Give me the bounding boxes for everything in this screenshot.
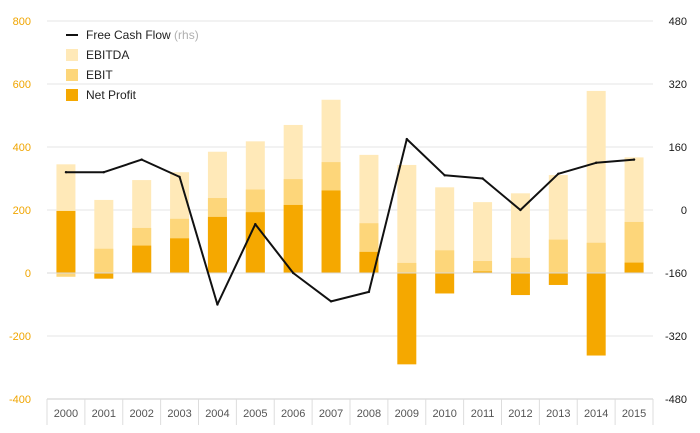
y-left-tick-label: 600 — [13, 79, 31, 91]
ebit-bar — [56, 273, 76, 277]
legend-label: EBIT — [86, 68, 113, 82]
fcf-line — [65, 138, 635, 306]
net-profit-bar — [586, 273, 606, 356]
x-tick-label: 2013 — [546, 408, 570, 420]
ebitda-bar — [510, 193, 530, 273]
fcf-point — [632, 158, 636, 161]
net-profit-bar — [435, 273, 455, 294]
ebit-bar — [473, 261, 493, 273]
ebit-bar — [397, 262, 417, 273]
x-tick-label: 2000 — [54, 408, 78, 420]
fcf-point — [405, 137, 409, 141]
y-left-tick-label: 0 — [25, 268, 31, 280]
legend-label: EBITDA — [86, 48, 129, 62]
fcf-point — [216, 303, 219, 306]
fcf-point — [594, 161, 598, 164]
x-tick-label: 2003 — [167, 408, 191, 420]
y-left-tick-label: 200 — [13, 205, 31, 217]
ebitda-bar — [586, 90, 606, 274]
y-right-tick-label: 160 — [669, 142, 687, 154]
fcf-point — [291, 271, 295, 275]
fcf-point — [140, 158, 143, 161]
fcf-point — [367, 290, 371, 294]
ebit-bar — [510, 257, 530, 273]
y-left-tick-label: 400 — [13, 142, 31, 154]
y-right-tick-label: -160 — [665, 268, 687, 280]
net-profit-bar — [56, 210, 76, 273]
net-profit-bar — [132, 245, 152, 273]
y-right-tick-label: -320 — [665, 331, 687, 343]
x-tick-label: 2012 — [508, 408, 532, 420]
x-tick-label: 2001 — [92, 408, 116, 420]
ebit-bar — [94, 248, 114, 273]
legend-swatch — [66, 89, 78, 101]
ebit-bar — [548, 239, 568, 273]
fcf-point — [178, 175, 181, 179]
left-axis: 800 600 400 200 0 -200 -400 — [9, 16, 31, 406]
x-tick-label: 2004 — [205, 408, 229, 420]
net-profit-bar — [207, 216, 227, 273]
net-profit-bar — [283, 204, 303, 273]
x-tick-label: 2009 — [395, 408, 419, 420]
x-tick-label: 2015 — [622, 408, 646, 420]
net-profit-bar — [245, 212, 265, 273]
y-left-tick-label: -200 — [9, 331, 31, 343]
net-profit-bar — [548, 273, 568, 285]
fcf-point — [102, 171, 106, 174]
y-left-tick-label: -400 — [9, 394, 31, 406]
x-tick-label: 2002 — [129, 408, 153, 420]
ebit-bar — [586, 242, 606, 273]
x-tick-label: 2014 — [584, 408, 608, 420]
legend-swatch — [66, 49, 78, 61]
x-tick-label: 2008 — [357, 408, 381, 420]
x-tick-label: 2011 — [471, 408, 495, 420]
y-right-tick-label: 480 — [669, 16, 687, 28]
legend-note: (rhs) — [171, 28, 199, 42]
y-right-tick-label: 0 — [681, 205, 687, 217]
net-profit-bar — [510, 273, 530, 296]
x-tick-label: 2005 — [243, 408, 267, 420]
y-left-tick-label: 800 — [13, 16, 31, 28]
x-tick-label: 2006 — [281, 408, 305, 420]
right-axis: 480 320 160 0 -160 -320 -480 — [665, 16, 687, 406]
x-tick-label: 2007 — [319, 408, 343, 420]
legend-label: Net Profit — [86, 88, 137, 102]
net-profit-bar — [624, 262, 644, 273]
legend: Free Cash Flow (rhs) EBITDA EBIT Net Profit — [66, 28, 199, 102]
net-profit-bar — [170, 238, 190, 273]
ebit-bar — [435, 250, 455, 273]
fcf-point — [329, 300, 333, 303]
net-profit-bar — [473, 271, 493, 273]
y-right-tick-label: 320 — [669, 79, 687, 91]
fcf-point — [519, 208, 522, 212]
net-profit-bar — [94, 273, 114, 279]
net-profit-bar — [397, 273, 417, 365]
x-tick-label: 2010 — [432, 408, 456, 420]
ebitda-bar — [473, 202, 493, 273]
net-profit-bar — [359, 251, 379, 273]
ebitda-bar — [397, 164, 417, 273]
legend-swatch — [66, 69, 78, 81]
fcf-line-group — [64, 137, 636, 306]
bars — [56, 90, 644, 365]
net-profit-bar — [321, 190, 341, 273]
ebit-bar — [624, 221, 644, 273]
fcf-point — [557, 172, 560, 175]
fcf-point — [481, 177, 484, 180]
legend-label: Free Cash Flow (rhs) — [86, 28, 199, 42]
fcf-point — [254, 222, 257, 226]
fcf-point — [443, 174, 446, 177]
fcf-point — [64, 171, 68, 174]
y-right-tick-label: -480 — [665, 394, 687, 406]
x-axis: 2000 2001 2002 2003 2004 2005 2006 2007 2008 2009… — [46, 398, 654, 425]
